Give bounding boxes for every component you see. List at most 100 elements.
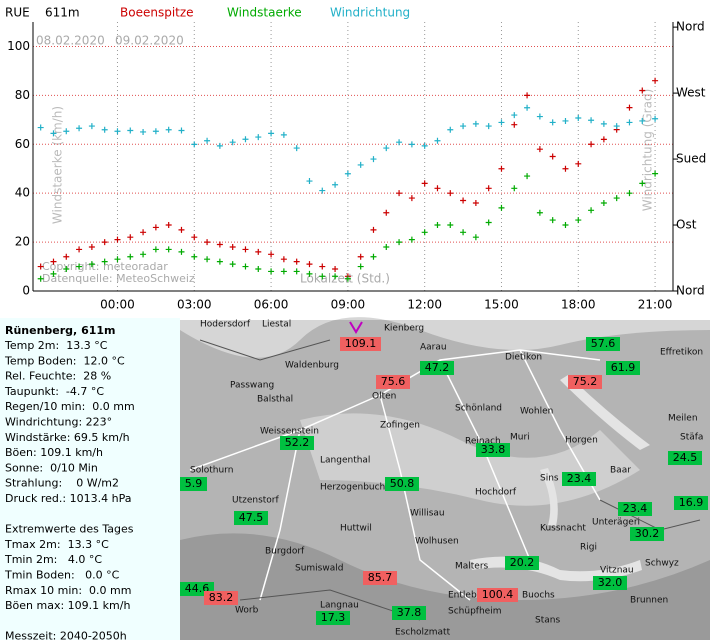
data-point [114,236,121,243]
station-box [392,606,426,620]
data-point [63,265,70,272]
data-point [511,121,518,128]
station-elevation: 611m [45,6,80,20]
data-point [511,185,518,192]
map-lowland [180,317,710,358]
station-value: 20.2 [510,556,535,569]
place-name: Worb [235,606,259,616]
place-name: Vitznau [600,566,634,576]
data-point [652,170,659,177]
data-point [344,170,351,177]
data-point [434,137,441,144]
station-value: 57.6 [591,337,616,350]
data-point [408,195,415,202]
data-point [165,246,172,253]
data-point [562,117,569,124]
data-point [178,127,185,134]
watermark: Datenquelle: MeteoSchweiz [42,272,195,285]
station-marker [349,321,363,334]
map-lake [560,375,650,450]
place-name: Unterägeri [592,518,640,528]
data-point [460,229,467,236]
data-point [306,270,313,277]
info-line: Böen: 109.1 km/h [5,446,103,459]
y-axis-label: Windstaerke (km/h) [51,106,65,224]
info-line: Tmin 2m: 4.0 °C [4,553,102,566]
data-point [511,112,518,119]
data-point [588,117,595,124]
data-point [268,251,275,258]
data-point [229,243,236,250]
info-line: Temp Boden: 12.0 °C [4,354,125,367]
data-point [524,104,531,111]
data-point [575,160,582,167]
legend-entry: Boeenspitze [120,6,194,20]
station-value: 5.9 [185,477,203,490]
data-point [536,113,543,120]
data-point [600,120,607,127]
y-tick-label: 40 [15,186,30,200]
data-point [383,243,390,250]
station-value: 16.9 [679,496,704,509]
data-point [549,217,556,224]
place-name: Schüpfheim [448,607,501,617]
watermark: Copyright: meteoradar [42,260,168,273]
station-box [586,337,620,351]
station-box [618,502,652,516]
data-point [383,145,390,152]
data-point [37,124,44,131]
data-point [101,239,108,246]
data-point [498,204,505,211]
data-point [255,248,262,255]
place-name: Langnau [320,601,359,611]
station-box [606,361,640,375]
data-point [613,123,620,130]
station-value: 100.4 [482,588,514,601]
date-label: 09.02.2020 [115,34,184,48]
station-value: 75.2 [573,375,598,388]
data-point [152,128,159,135]
data-point [652,115,659,122]
station-box [376,375,410,389]
station-box [385,477,419,491]
data-point [344,275,351,282]
place-name: Muri [510,433,530,443]
data-point [396,239,403,246]
info-line: Tmin Boden: 0.0 °C [4,569,120,582]
data-point [639,117,646,124]
data-point [229,261,236,268]
y2-tick-label: Sued [676,152,706,166]
data-point [37,275,44,282]
place-name: Herzogenbuchsee [320,483,401,493]
data-point [370,226,377,233]
data-point [191,234,198,241]
data-point [216,142,223,149]
data-point [293,145,300,152]
x-tick-label: 09:00 [331,298,366,312]
data-point [447,221,454,228]
data-point [165,126,172,133]
place-name: Kienberg [384,324,424,334]
x-tick-label: 06:00 [254,298,289,312]
data-point [280,131,287,138]
data-point [127,253,134,260]
data-point [63,128,70,135]
data-point [280,268,287,275]
data-point [140,128,147,135]
data-point [421,180,428,187]
data-point [485,185,492,192]
data-point [178,248,185,255]
y2-tick-label: Ost [676,218,697,232]
info-title: Rünenberg, 611m [5,324,116,337]
data-point [370,156,377,163]
data-point [204,239,211,246]
data-point [421,229,428,236]
data-point [242,246,249,253]
data-point [152,246,159,253]
data-point [216,241,223,248]
data-point [242,263,249,270]
station-value: 47.5 [239,511,264,524]
data-point [472,120,479,127]
data-point [524,173,531,180]
data-point [498,119,505,126]
